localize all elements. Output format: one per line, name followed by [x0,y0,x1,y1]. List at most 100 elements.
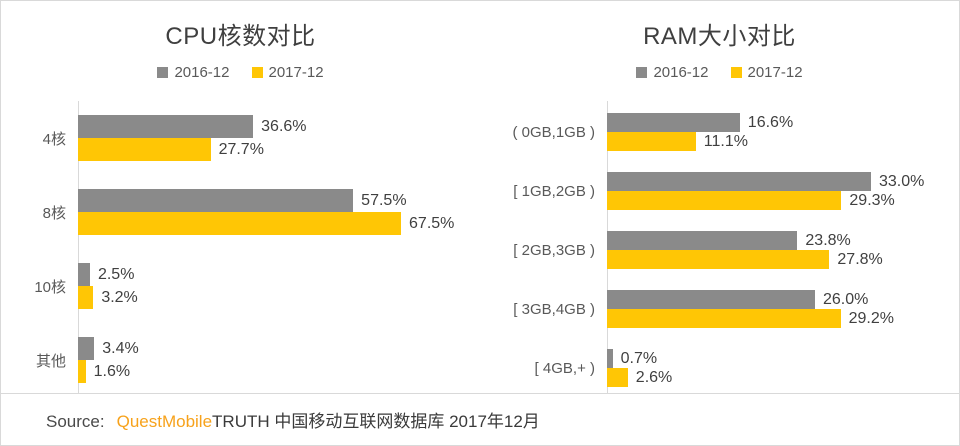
data-bar [78,189,354,212]
bar-pair: 26.0% 29.2% [607,290,959,328]
data-bar [78,286,94,309]
bar-pair: 0.7% 2.6% [607,349,959,387]
value-label: 29.2% [848,309,894,327]
bar-pair: 16.6% 11.1% [607,113,959,151]
bar-pair: 3.4% 1.6% [78,337,480,383]
value-label: 2.5% [97,265,135,283]
legend-item-2017: 2017-12 [730,64,803,81]
chart-title-cpu: CPU核数对比 [165,23,316,50]
value-label: 29.3% [849,191,895,209]
data-bar [607,368,628,387]
bar-pair: 2.5% 3.2% [78,263,480,309]
data-bar [607,349,613,368]
value-label: 23.8% [805,231,851,249]
data-bar [607,113,740,132]
bar-group: 4核 36.6% 27.7% [1,115,480,161]
source-description: TRUTH 中国移动互联网数据库 2017年12月 [212,412,540,431]
value-label: 3.2% [101,288,138,306]
category-label: [ 1GB,2GB ) [513,182,595,200]
bar-row: 2.5% [78,263,480,286]
category-label: [ 4GB,+ ) [534,359,595,377]
bar-pair: 33.0% 29.3% [607,172,959,210]
legend-item-2016: 2016-12 [636,64,709,81]
legend-label-2017: 2017-12 [268,64,324,81]
bar-group: ( 0GB,1GB ) 16.6% 11.1% [480,113,959,151]
data-bar [78,138,211,161]
category-label: 其他 [35,352,66,370]
legend-ram: 2016-12 2017-12 [480,64,959,81]
category-axis-line [78,101,79,394]
bar-pair: 36.6% 27.7% [78,115,480,161]
source-brand-questmobile: QuestMobile [116,412,213,431]
legend-swatch-gray [157,67,169,78]
plot-area-ram: ( 0GB,1GB ) 16.6% 11.1%[ 1GB,2GB ) 33.0% 29.… [480,101,959,408]
bar-row: 27.8% [607,250,959,269]
legend-label-2017: 2017-12 [747,64,803,81]
data-bar [78,360,86,383]
value-label: 67.5% [409,214,455,232]
value-label: 1.6% [93,362,131,380]
bar-group: [ 2GB,3GB ) 23.8% 27.8% [480,231,959,269]
bar-row: 11.1% [607,132,959,151]
bar-group: [ 1GB,2GB ) 33.0% 29.3% [480,172,959,210]
bar-group: 其他 3.4% 1.6% [1,337,480,383]
data-bar [78,337,95,360]
value-label: 57.5% [361,191,407,209]
value-label: 16.6% [747,113,794,131]
data-bar [607,231,798,250]
cpu-cores-chart: CPU核数对比 2016-12 2017-12 4核 36.6% 27.7% 8核 57… [1,1,480,394]
bar-row: 3.2% [78,286,480,309]
category-label: 8核 [42,204,66,222]
bar-row: 1.6% [78,360,480,383]
value-label: 36.6% [261,117,307,135]
bar-row: 2.6% [607,368,959,387]
legend-swatch-yellow [730,67,742,78]
bar-group: [ 4GB,+ ) 0.7% 2.6% [480,349,959,387]
ram-size-chart: RAM大小对比 2016-12 2017-12 ( 0GB,1GB ) 16.6%… [480,1,959,394]
legend-cpu: 2016-12 2017-12 [1,64,480,81]
data-bar [78,115,254,138]
legend-item-2016: 2016-12 [157,64,230,81]
bar-row: 29.2% [607,309,959,328]
bar-row: 67.5% [78,212,480,235]
data-bar [607,191,842,210]
category-label: [ 2GB,3GB ) [513,241,595,259]
data-bar [607,172,871,191]
category-label: [ 3GB,4GB ) [513,300,595,318]
bar-group: 10核 2.5% 3.2% [1,263,480,309]
value-label: 27.7% [218,140,264,158]
legend-label-2016: 2016-12 [653,64,709,81]
value-label: 27.8% [837,250,883,268]
bar-groups-cpu: 4核 36.6% 27.7% 8核 57.5% 67.5% 10核 2.5% 3.2% 其他 3.4… [1,101,480,383]
bar-row: 27.7% [78,138,480,161]
value-label: 0.7% [620,349,658,367]
legend-swatch-gray [636,67,648,78]
bar-row: 23.8% [607,231,959,250]
bar-row: 33.0% [607,172,959,191]
bar-pair: 57.5% 67.5% [78,189,480,235]
data-bar [607,309,841,328]
value-label: 3.4% [102,339,139,357]
bar-group: [ 3GB,4GB ) 26.0% 29.2% [480,290,959,328]
value-label: 11.1% [703,132,748,150]
bar-row: 3.4% [78,337,480,360]
bar-row: 36.6% [78,115,480,138]
data-bar [78,263,90,286]
data-bar [78,212,402,235]
bar-groups-ram: ( 0GB,1GB ) 16.6% 11.1%[ 1GB,2GB ) 33.0% 29.… [480,101,959,387]
data-bar [607,250,830,269]
footer-divider [1,393,959,394]
bar-row: 57.5% [78,189,480,212]
value-label: 26.0% [823,290,869,308]
bar-row: 0.7% [607,349,959,368]
category-label: 10核 [34,278,66,296]
category-label: ( 0GB,1GB ) [512,123,595,141]
value-label: 2.6% [635,368,673,386]
bar-row: 26.0% [607,290,959,309]
bar-pair: 23.8% 27.8% [607,231,959,269]
data-bar [607,290,815,309]
legend-swatch-yellow [251,67,263,78]
chart-title-ram: RAM大小对比 [643,23,796,50]
source-line: Source: QuestMobile TRUTH 中国移动互联网数据库 201… [46,407,540,432]
charts-row: CPU核数对比 2016-12 2017-12 4核 36.6% 27.7% 8核 57… [1,1,959,394]
